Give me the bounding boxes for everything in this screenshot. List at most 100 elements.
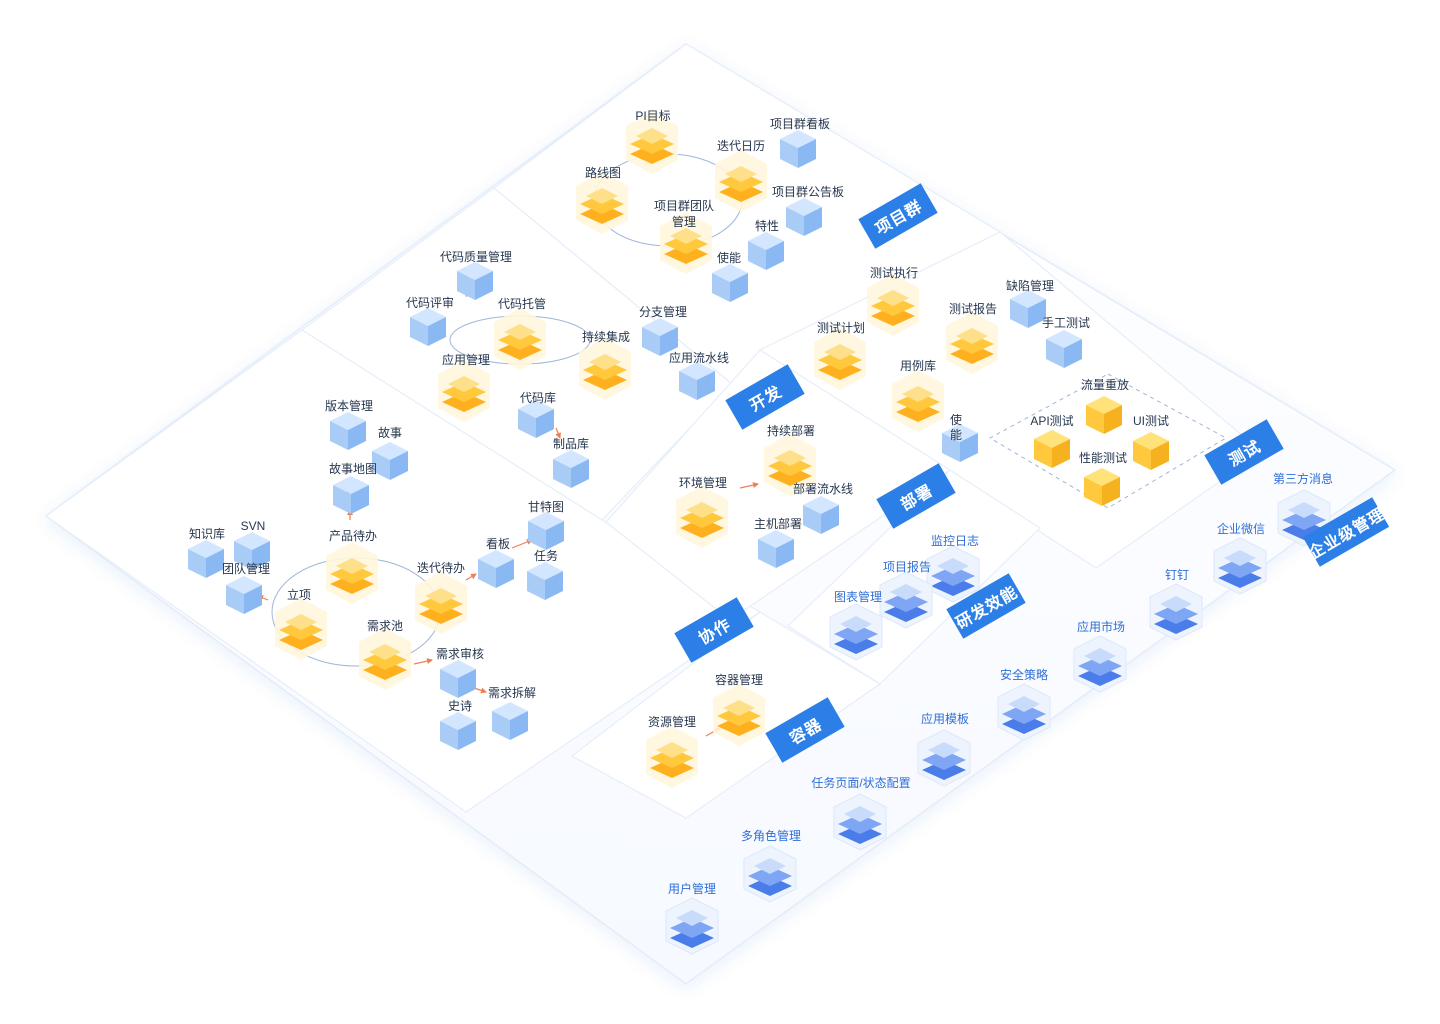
node-label-app-pipeline: 应用流水线 (668, 351, 730, 365)
section-band-ceshi-shape (1204, 419, 1284, 485)
node-program-notice (786, 198, 822, 236)
layer-cap (844, 806, 876, 822)
node-label-team-management: 团队管理 (221, 562, 271, 576)
section-band-rongqi-shape (765, 697, 845, 763)
node-label-third-party-msg: 第三方消息 (1272, 472, 1334, 486)
node-app-market (1073, 635, 1127, 693)
node-label-resource-management: 资源管理 (647, 715, 697, 729)
cube-right (1052, 439, 1070, 468)
node-label-test-report: 测试报告 (948, 302, 998, 316)
layer-cap (1224, 550, 1256, 566)
node-branch-management (642, 318, 678, 356)
cube-right (798, 139, 816, 168)
cube-right (1104, 405, 1122, 434)
node-enabler-top (712, 264, 748, 302)
node-code-review (410, 308, 446, 346)
node-deploy-pipeline (803, 496, 839, 534)
cube-left (518, 409, 536, 438)
node-svn (234, 532, 270, 570)
node-enabler-test (942, 424, 978, 462)
node-test-plan (814, 328, 866, 390)
node-label-feature: 特性 (754, 219, 780, 233)
node-label-kanban: 看板 (485, 537, 511, 551)
layer-top (931, 566, 975, 586)
node-label-defect-management: 缺陷管理 (1005, 279, 1055, 293)
layer-cap (589, 354, 621, 370)
cube-left (712, 273, 730, 302)
node-label-requirement-review: 需求审核 (435, 647, 485, 661)
node-label-version-management: 版本管理 (324, 399, 374, 413)
node-program-team (660, 212, 712, 274)
layer-cap (676, 910, 708, 926)
section-band-rongqi (765, 697, 845, 763)
layer-cap (656, 742, 688, 758)
flow-arrow-5 (465, 573, 477, 581)
node-label-user-management: 用户管理 (667, 882, 717, 896)
cube-right (244, 585, 262, 614)
cube-right (545, 571, 563, 600)
node-product-backlog (326, 542, 378, 604)
cube-left (1034, 439, 1052, 468)
cube-right (660, 327, 678, 356)
cube-left (330, 421, 348, 450)
layer-cap (928, 742, 960, 758)
node-label-pi-target: PI目标 (635, 109, 671, 123)
layer-top (1282, 510, 1326, 530)
node-project-init (275, 598, 327, 660)
cube-left (478, 559, 496, 588)
layer-cap (369, 644, 401, 660)
cube-right (458, 669, 476, 698)
node-requirement-split (492, 702, 528, 740)
node-label-requirement-pool: 需求池 (366, 619, 404, 633)
cube-right (821, 505, 839, 534)
node-label-chart-management: 图表管理 (833, 590, 883, 604)
cube-right (348, 421, 366, 450)
node-label-iteration-backlog: 迭代待办 (416, 561, 466, 575)
node-story-map (333, 476, 369, 514)
cube-right (960, 433, 978, 462)
node-ui-test (1133, 432, 1169, 470)
node-label-enabler-top: 使能 (716, 251, 742, 265)
node-code-hosting (494, 308, 546, 370)
node-label-code-repo: 代码库 (519, 391, 557, 405)
node-label-code-quality: 代码质量管理 (439, 250, 513, 264)
node-label-perf-test: 性能测试 (1078, 451, 1128, 465)
node-monitor-log (926, 545, 980, 603)
node-label-task: 任务 (533, 549, 559, 563)
node-label-app-market: 应用市场 (1076, 620, 1126, 634)
cube-left (679, 371, 697, 400)
node-continuous-integration (579, 338, 631, 400)
node-continuous-deploy (764, 434, 816, 496)
layer-cap (504, 324, 536, 340)
node-artifact-repo (553, 450, 589, 488)
node-test-report (946, 312, 998, 374)
cube-left (372, 451, 390, 480)
node-code-repo (518, 400, 554, 438)
node-case-library (892, 370, 944, 432)
layer-top (670, 918, 714, 938)
node-host-deploy (758, 530, 794, 568)
node-label-multi-role: 多角色管理 (740, 829, 802, 843)
node-gantt (528, 512, 564, 550)
node-label-code-review: 代码评审 (405, 296, 455, 310)
section-band-xiangmuqun-shape (858, 183, 938, 249)
node-label-task-page-config: 任务页面/状态配置 (811, 776, 911, 790)
section-band-xiezuo-shape (674, 597, 754, 663)
flow-arrow-10 (555, 427, 561, 439)
node-chart-management (829, 603, 883, 661)
layer-cap (448, 376, 480, 392)
cube-left (642, 327, 660, 356)
cube-left (748, 241, 766, 270)
node-label-svn: SVN (240, 519, 266, 533)
node-label-roadmap: 路线图 (584, 166, 622, 180)
section-band-xiezuo (674, 597, 754, 663)
section-band-qiye (1302, 497, 1390, 567)
node-resource-management (646, 726, 698, 788)
node-test-execution (867, 274, 919, 336)
node-label-requirement-split: 需求拆解 (487, 686, 537, 700)
cube-left (226, 585, 244, 614)
layer-cap (1160, 596, 1192, 612)
cube-left (457, 271, 475, 300)
cube-right (1028, 299, 1046, 328)
